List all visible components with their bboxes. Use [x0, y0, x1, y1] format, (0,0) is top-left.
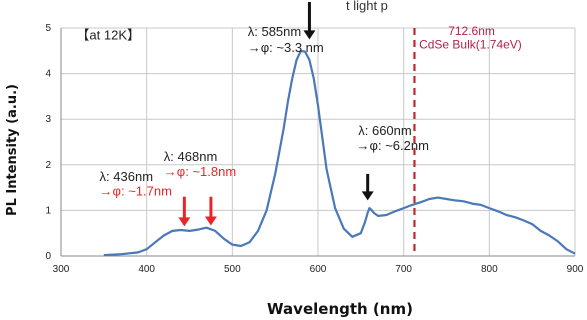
x-tick-label: 600: [310, 264, 327, 275]
top-clipped-text: t light p: [346, 0, 388, 13]
annotation-585-wavelength: λ: 585nm: [248, 24, 301, 39]
arrow-red: [204, 196, 217, 226]
y-tick-labels: 0 1 2 3 4 5: [45, 23, 51, 262]
x-axis-title: Wavelength (nm): [267, 300, 413, 318]
annotation-436-diameter: →φ: ~1.7nm: [100, 183, 172, 198]
x-tick-label: 700: [395, 264, 412, 275]
axes: [60, 28, 575, 257]
y-tick-label: 0: [45, 251, 51, 262]
annotation-585-diameter: →φ: ~3.3 nm: [248, 40, 324, 55]
gridlines: [61, 27, 576, 256]
spectrum-series: [103, 49, 576, 257]
y-tick-label: 2: [45, 160, 51, 171]
arrow-head: [361, 191, 374, 201]
y-tick-label: 3: [45, 114, 51, 125]
x-tick-label: 400: [138, 264, 155, 275]
arrow-black: [361, 173, 374, 201]
x-tick-label: 300: [53, 264, 70, 275]
annotation-660-wavelength: λ: 660nm: [358, 123, 411, 138]
annotation-bulk-wavelength: 712.6nm: [448, 24, 495, 38]
arrow-head: [303, 30, 316, 40]
arrow-head: [178, 217, 191, 227]
annotation-468-diameter: →φ: ~1.8nm: [164, 164, 236, 179]
annotation-660-diameter: →φ: ~6.2nm: [357, 138, 429, 153]
y-tick-label: 5: [45, 23, 51, 34]
y-axis-title: PL Intensity (a.u.): [5, 84, 20, 216]
arrow-black: [303, 2, 316, 40]
x-tick-label: 900: [567, 264, 584, 275]
annotation-468-wavelength: λ: 468nm: [164, 149, 217, 164]
annotation-436-wavelength: λ: 436nm: [100, 169, 153, 184]
y-tick-label: 1: [45, 205, 51, 216]
x-tick-labels: 300 400 500 600 700 800 900: [53, 264, 584, 275]
annotation-bulk-label: CdSe Bulk(1.74eV): [419, 38, 522, 52]
arrow-head: [204, 216, 217, 226]
annotation-condition: 【at 12K】: [76, 27, 140, 42]
y-tick-label: 4: [45, 69, 51, 80]
x-tick-label: 500: [224, 264, 241, 275]
spectrum-line: [103, 49, 576, 257]
arrow-red: [178, 196, 191, 227]
peak-arrows: [178, 2, 374, 227]
x-tick-label: 800: [481, 264, 498, 275]
